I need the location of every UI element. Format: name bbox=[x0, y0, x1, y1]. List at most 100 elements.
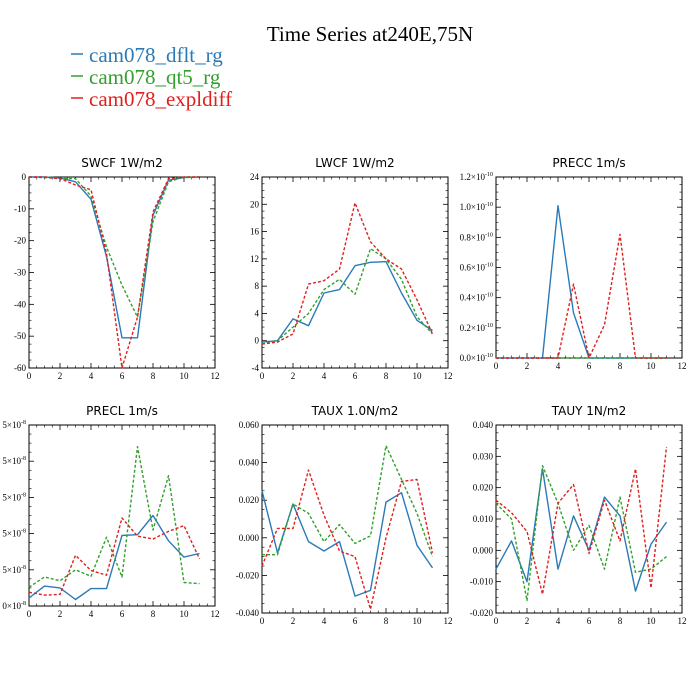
y-tick-label: 0×10-8 bbox=[2, 601, 26, 611]
x-tick-label: 8 bbox=[384, 616, 389, 626]
x-tick-label: 2 bbox=[58, 371, 63, 381]
series-line-cam078_dflt_rg bbox=[28, 514, 200, 601]
series-line-cam078_qt5_rg bbox=[261, 247, 434, 345]
legend-label-1: cam078_qt5_rg bbox=[89, 65, 221, 89]
y-tick-label: 0.6×10-10 bbox=[460, 263, 493, 273]
y-tick-label: 8 bbox=[255, 281, 260, 291]
y-tick-label: 5×10-8 bbox=[2, 420, 26, 430]
legend-entry-2: cam078_expldiff bbox=[71, 87, 232, 111]
y-tick-label: 1.2×10-10 bbox=[460, 172, 493, 182]
legend-entry-1: cam078_qt5_rg bbox=[71, 65, 221, 89]
y-tick-label: 24 bbox=[250, 172, 260, 182]
x-tick-label: 12 bbox=[211, 609, 220, 619]
panel-2: PRECC 1m/s 0 2 4 6 8 10 12 0.0×10-10 0.2×10-10 0.4… bbox=[460, 156, 687, 371]
series-line-cam078_dflt_rg bbox=[261, 490, 434, 597]
panel-4: TAUX 1.0N/m2 0 2 4 6 8 10 12 -0.040 -0.020 0.000 0.… bbox=[236, 404, 453, 626]
y-tick-label: 0 bbox=[255, 336, 260, 346]
x-tick-label: 2 bbox=[291, 616, 296, 626]
y-tick-label: 0.2×10-10 bbox=[460, 323, 493, 333]
x-tick-label: 0 bbox=[27, 609, 32, 619]
x-tick-label: 8 bbox=[618, 616, 623, 626]
y-tick-label: 0.040 bbox=[473, 420, 494, 430]
panel-5: TAUY 1N/m2 0 2 4 6 8 10 12 -0.020 -0.010 0.000 0.01… bbox=[470, 404, 687, 626]
x-tick-label: 12 bbox=[678, 616, 687, 626]
y-tick-label: -0.010 bbox=[470, 577, 494, 587]
legend-label-0: cam078_dflt_rg bbox=[89, 43, 223, 67]
x-tick-label: 2 bbox=[525, 616, 530, 626]
figure-title: Time Series at240E,75N bbox=[267, 22, 473, 46]
y-tick-label: 20 bbox=[250, 199, 260, 209]
x-tick-label: 6 bbox=[587, 361, 592, 371]
y-tick-label: 5×10-8 bbox=[2, 456, 26, 466]
y-tick-label: 0.000 bbox=[239, 533, 260, 543]
x-tick-label: 12 bbox=[211, 371, 220, 381]
x-tick-label: 4 bbox=[556, 616, 561, 626]
panel-title: PRECL 1m/s bbox=[86, 404, 158, 418]
x-tick-label: 8 bbox=[151, 609, 156, 619]
x-tick-label: 12 bbox=[444, 616, 453, 626]
y-tick-label: 0.0×10-10 bbox=[460, 353, 493, 363]
y-tick-label: -30 bbox=[14, 268, 26, 278]
series-line-cam078_qt5_rg bbox=[28, 176, 200, 318]
x-tick-label: 10 bbox=[180, 609, 190, 619]
x-tick-label: 10 bbox=[647, 361, 657, 371]
series-line-cam078_expldiff bbox=[495, 446, 668, 595]
y-tick-label: 12 bbox=[250, 254, 259, 264]
series-line-cam078_dflt_rg bbox=[496, 204, 667, 359]
x-tick-label: 0 bbox=[494, 616, 499, 626]
x-tick-label: 4 bbox=[322, 616, 327, 626]
x-tick-label: 4 bbox=[89, 371, 94, 381]
series-line-cam078_dflt_rg bbox=[261, 260, 433, 343]
x-tick-label: 6 bbox=[353, 371, 358, 381]
panel-title: LWCF 1W/m2 bbox=[315, 156, 394, 170]
y-tick-label: 0.020 bbox=[239, 495, 260, 505]
x-tick-label: 0 bbox=[260, 616, 265, 626]
plot-frame bbox=[495, 176, 683, 359]
x-tick-label: 0 bbox=[27, 371, 32, 381]
x-tick-label: 12 bbox=[444, 371, 453, 381]
x-tick-label: 12 bbox=[678, 361, 687, 371]
y-tick-label: 16 bbox=[250, 227, 260, 237]
x-tick-label: 4 bbox=[89, 609, 94, 619]
panels: SWCF 1W/m20 2 4 6 8 10 120-10-20-30-40-50-60LW… bbox=[2, 156, 686, 626]
y-tick-label: 0.060 bbox=[239, 420, 260, 430]
y-tick-label: 0.030 bbox=[473, 451, 494, 461]
y-tick-label: 4 bbox=[255, 308, 260, 318]
x-tick-label: 0 bbox=[494, 361, 499, 371]
y-tick-label: 0.000 bbox=[473, 545, 494, 555]
y-tick-label: 5×10-8 bbox=[2, 529, 26, 539]
series-line-cam078_dflt_rg bbox=[495, 468, 668, 592]
y-tick-label: -50 bbox=[14, 331, 26, 341]
panel-title: SWCF 1W/m2 bbox=[81, 156, 162, 170]
y-tick-label: 5×10-8 bbox=[2, 565, 26, 575]
series-line-cam078_qt5_rg bbox=[495, 465, 667, 602]
x-tick-label: 0 bbox=[260, 371, 265, 381]
y-tick-label: 0.010 bbox=[473, 514, 494, 524]
x-tick-label: 8 bbox=[618, 361, 623, 371]
panel-title: TAUX 1.0N/m2 bbox=[311, 404, 399, 418]
panel-title: TAUY 1N/m2 bbox=[551, 404, 627, 418]
series-line-cam078_dflt_rg bbox=[29, 176, 200, 339]
x-tick-label: 8 bbox=[384, 371, 389, 381]
series-line-cam078_expldiff bbox=[29, 176, 200, 369]
x-tick-label: 4 bbox=[322, 371, 327, 381]
y-tick-label: 0.4×10-10 bbox=[460, 293, 493, 303]
y-tick-label: -4 bbox=[252, 363, 260, 373]
series-line-cam078_qt5_rg bbox=[28, 446, 200, 588]
legend-label-2: cam078_expldiff bbox=[89, 87, 232, 111]
x-tick-label: 10 bbox=[413, 616, 423, 626]
x-tick-label: 10 bbox=[647, 616, 657, 626]
y-tick-label: 1.0×10-10 bbox=[460, 202, 493, 212]
x-tick-label: 6 bbox=[353, 616, 358, 626]
y-tick-label: -0.020 bbox=[470, 608, 494, 618]
series-line-cam078_expldiff bbox=[496, 233, 667, 359]
x-tick-label: 2 bbox=[525, 361, 530, 371]
x-tick-label: 6 bbox=[120, 609, 125, 619]
plot-frame bbox=[28, 424, 216, 607]
panel-3: PRECL 1m/s 0 2 4 6 8 10 12 0×10-8 5×10-8 5×10-8 5×1… bbox=[2, 404, 219, 619]
y-tick-label: 0.020 bbox=[473, 483, 494, 493]
panel-title: PRECC 1m/s bbox=[552, 156, 625, 170]
x-tick-label: 6 bbox=[587, 616, 592, 626]
